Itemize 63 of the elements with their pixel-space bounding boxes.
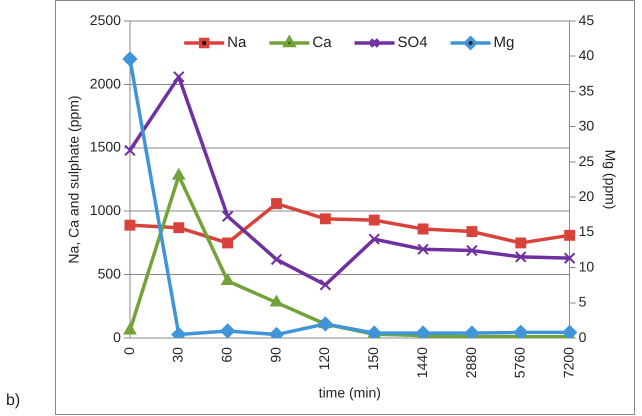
y-tick-label: 1500 [90,138,122,155]
y-tick-label: 0 [113,328,122,345]
point [124,144,136,156]
x-tick-label: 120 [316,346,332,370]
x-tick-label: 90 [267,346,284,363]
point [417,243,430,256]
legend-label: Ca [312,34,332,52]
point [418,224,429,234]
legend-label: SO4 [398,34,428,52]
point [319,278,332,291]
y2-tick-label: 0 [578,328,587,345]
point [220,324,236,338]
point [270,253,282,266]
x-tick-label: 60 [218,346,235,363]
y2-tick-label: 30 [578,118,594,134]
point [270,295,284,307]
point [271,198,282,210]
legend-label: Mg [494,34,514,52]
x-tick-label: 1440 [414,346,430,378]
x-axis-title: time (min) [318,384,381,400]
point [173,222,184,234]
y-axis-title: Na, Ca and sulphate (ppm) [65,95,82,264]
y-tick-label: 2500 [90,12,122,28]
point [368,214,380,226]
point [318,316,333,332]
point [466,226,478,237]
y-tick-label: 2000 [90,75,122,92]
y-tick-label: 1000 [90,202,122,218]
text: b) [6,392,20,410]
point [222,237,234,248]
y2-tick-label: 25 [578,152,594,169]
y-tick-label: 500 [98,266,122,282]
x-tick-label: 150 [365,346,382,370]
point [513,324,528,338]
point [172,70,185,83]
point [564,252,576,264]
y2-tick-label: 5 [578,294,587,310]
y2-axis-title: Mg (ppm) [602,150,619,210]
y2-tick-label: 10 [578,258,594,274]
x-tick-label: 7200 [560,346,576,378]
point [515,237,526,248]
point [564,230,576,241]
point [123,322,137,334]
y2-tick-label: 15 [578,223,594,240]
y2-tick-label: 40 [578,47,594,64]
y2-tick-label: 35 [578,82,594,98]
x-tick-label: 0 [120,346,137,355]
point [122,52,138,67]
x-tick-label: 30 [170,346,186,363]
point [368,233,380,246]
point [124,220,136,231]
y2-tick-label: 20 [578,188,594,204]
y2-tick-label: 45 [578,12,594,28]
point [320,213,331,224]
point [464,326,480,338]
legend-label: Na [227,34,248,52]
point [221,273,234,285]
point [562,324,578,338]
x-tick-label: 2880 [462,346,479,378]
point [514,250,527,263]
point [466,244,478,256]
x-tick-label: 5760 [512,346,528,378]
point [222,210,234,222]
